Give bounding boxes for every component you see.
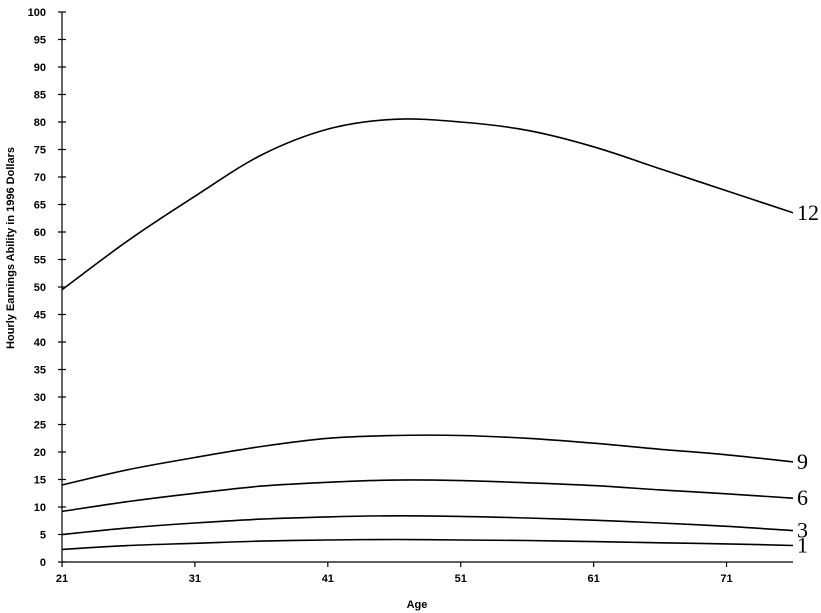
series-line-12 bbox=[61, 118, 794, 291]
y-tick-label: 100 bbox=[28, 7, 46, 19]
y-tick-label: 30 bbox=[34, 392, 46, 404]
series-label-9: 9 bbox=[797, 449, 808, 474]
y-tick-label: 35 bbox=[34, 365, 46, 377]
series-labels: 13 6 9 12 bbox=[797, 200, 819, 558]
series-line-6 bbox=[61, 479, 794, 513]
x-tick-label: 31 bbox=[189, 573, 201, 585]
y-tick-label: 50 bbox=[34, 282, 46, 294]
y-tick-label: 20 bbox=[34, 447, 46, 459]
series-label-1: 1 bbox=[797, 533, 808, 558]
y-tick-label: 40 bbox=[34, 337, 46, 349]
y-tick-label: 0 bbox=[40, 557, 46, 569]
y-axis-title: Hourly Earnings Ability in 1996 Dollars bbox=[5, 147, 17, 349]
series-line-3 bbox=[61, 514, 794, 536]
y-tick-label: 5 bbox=[40, 530, 46, 542]
y-tick-label: 70 bbox=[34, 172, 46, 184]
series-lines bbox=[61, 118, 794, 551]
series-label-3: 3 bbox=[797, 518, 808, 543]
y-tick-label: 75 bbox=[34, 145, 46, 157]
series-line-9 bbox=[61, 434, 794, 486]
y-axis: 0 5 10 15 20 25 30 35 40 45 50 55 60 65 70 75 80 85 90 95 10… bbox=[28, 7, 66, 569]
x-axis-title: Age bbox=[407, 599, 428, 611]
y-tick-label: 80 bbox=[34, 117, 46, 129]
x-tick-label: 41 bbox=[322, 573, 334, 585]
y-tick-label: 85 bbox=[34, 90, 46, 102]
y-tick-label: 25 bbox=[34, 420, 46, 432]
y-tick-label: 15 bbox=[34, 475, 46, 487]
y-tick-label: 65 bbox=[34, 200, 46, 212]
series-line-1 bbox=[61, 538, 794, 551]
y-tick-label: 45 bbox=[34, 310, 46, 322]
x-tick-label: 51 bbox=[455, 573, 467, 585]
x-axis: 21 31 41 51 61 71 bbox=[56, 561, 793, 585]
y-tick-label: 10 bbox=[34, 502, 46, 514]
x-tick-label: 61 bbox=[588, 573, 600, 585]
y-tick-label: 55 bbox=[34, 255, 46, 267]
y-tick-label: 95 bbox=[34, 35, 46, 47]
x-tick-label: 71 bbox=[720, 573, 732, 585]
y-tick-label: 90 bbox=[34, 62, 46, 74]
y-tick-label: 60 bbox=[34, 227, 46, 239]
series-label-6: 6 bbox=[797, 485, 808, 510]
series-label-12: 12 bbox=[797, 200, 819, 225]
x-tick-label: 21 bbox=[56, 573, 68, 585]
